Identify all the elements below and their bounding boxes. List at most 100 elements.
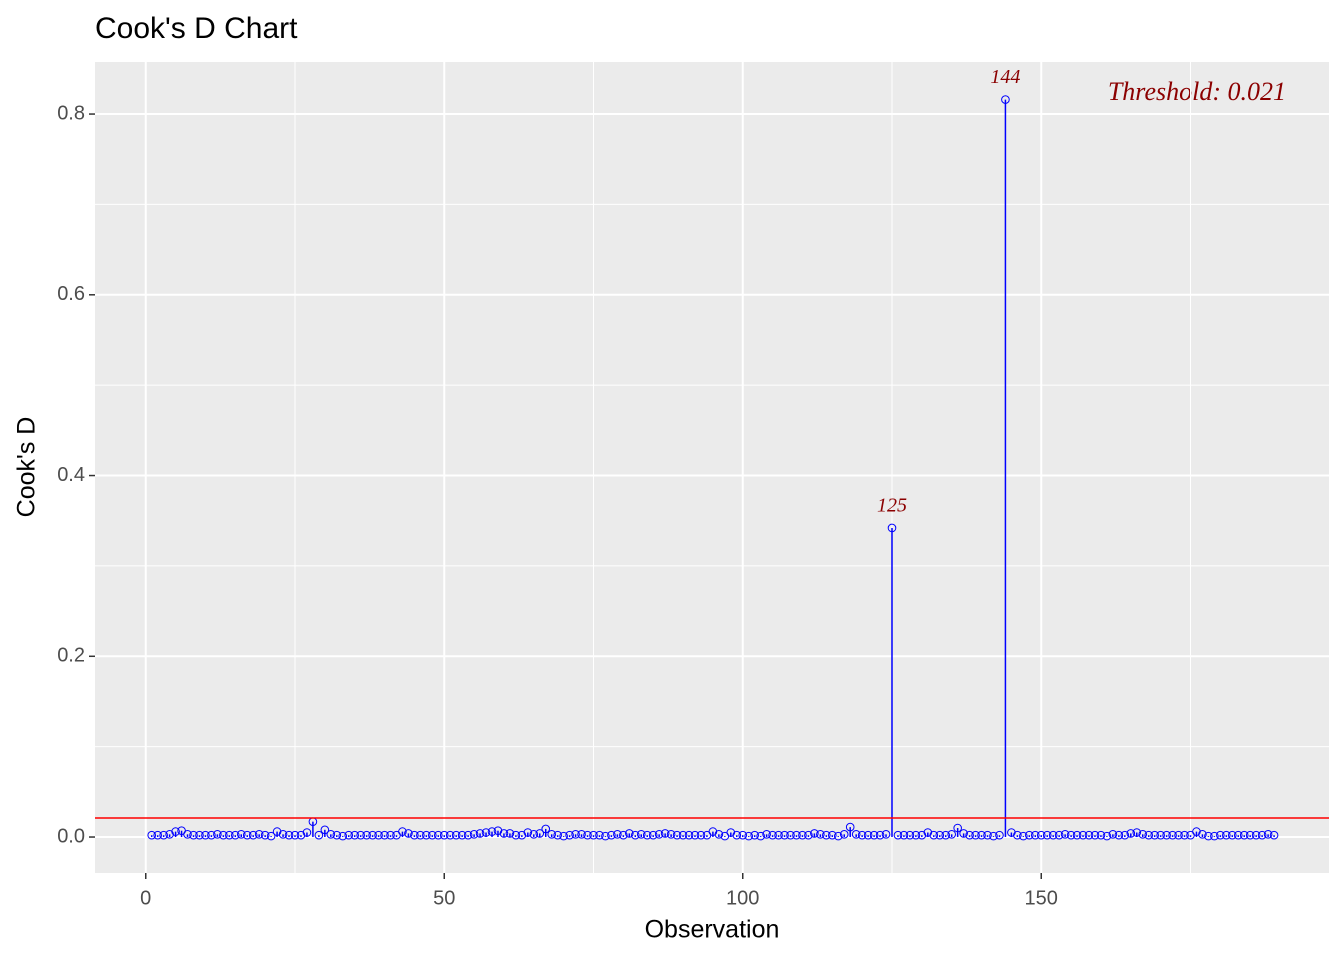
point — [1036, 830, 1046, 840]
point — [338, 831, 348, 841]
point — [899, 830, 909, 840]
point — [827, 830, 837, 840]
point — [541, 824, 551, 834]
y-tick-label: 0.4 — [57, 464, 85, 486]
point — [851, 830, 861, 839]
point — [248, 830, 258, 840]
point — [1251, 830, 1261, 840]
point — [505, 829, 515, 838]
point — [923, 828, 933, 837]
x-axis-title: Observation — [645, 916, 780, 944]
point — [1138, 830, 1148, 839]
point — [553, 830, 562, 840]
point — [1227, 830, 1237, 840]
point — [893, 830, 903, 840]
point — [320, 825, 330, 835]
point — [1120, 830, 1130, 840]
point — [726, 828, 736, 837]
y-tick-label: 0.2 — [57, 645, 85, 667]
point — [744, 831, 754, 841]
point — [953, 823, 962, 833]
point — [380, 830, 389, 840]
point — [822, 830, 831, 840]
point — [929, 830, 939, 840]
point — [792, 830, 801, 840]
point — [1269, 830, 1279, 840]
y-tick-label: 0.6 — [57, 283, 85, 305]
point — [774, 830, 783, 840]
point — [684, 830, 694, 840]
point — [439, 830, 449, 840]
point-label: 125 — [877, 495, 907, 517]
point — [804, 830, 813, 840]
point — [242, 830, 252, 840]
y-axis-title: Cook's D — [13, 417, 41, 518]
point — [183, 830, 192, 839]
point — [296, 830, 306, 840]
y-tick-label: 0.0 — [57, 825, 85, 847]
point — [636, 830, 646, 839]
point — [236, 830, 246, 839]
point — [422, 830, 431, 840]
point — [266, 831, 276, 841]
point — [1078, 830, 1088, 840]
point — [696, 830, 706, 840]
chart-title: Cook's D Chart — [95, 12, 298, 45]
point — [738, 830, 748, 840]
point — [780, 830, 789, 840]
point — [1216, 830, 1225, 840]
point — [1180, 830, 1189, 840]
point — [577, 830, 586, 839]
point — [1066, 830, 1076, 840]
point — [887, 523, 897, 533]
point — [1233, 830, 1243, 840]
point — [1048, 830, 1058, 840]
point — [529, 830, 539, 839]
point — [159, 830, 168, 840]
point — [201, 830, 210, 840]
point — [959, 829, 968, 838]
point — [499, 829, 509, 838]
point — [672, 830, 682, 840]
point — [254, 830, 264, 839]
point — [1222, 830, 1231, 840]
point — [284, 830, 294, 840]
point — [356, 830, 365, 840]
point — [195, 830, 204, 840]
point — [535, 829, 545, 838]
point — [433, 830, 443, 840]
point — [1019, 831, 1028, 841]
point — [941, 830, 951, 840]
point — [1245, 830, 1255, 840]
point — [278, 830, 288, 839]
point — [756, 831, 765, 841]
point — [523, 828, 533, 837]
point — [428, 830, 437, 840]
point — [386, 830, 395, 840]
point — [666, 830, 676, 839]
point — [1204, 831, 1213, 841]
point — [833, 831, 843, 841]
point — [1001, 95, 1010, 104]
point — [648, 830, 658, 840]
point — [559, 831, 568, 841]
point — [410, 830, 419, 840]
point — [642, 830, 652, 840]
point — [1084, 830, 1094, 840]
point — [1192, 827, 1201, 836]
point — [493, 826, 503, 836]
point — [768, 830, 777, 840]
point — [475, 829, 485, 838]
point — [219, 830, 228, 840]
point — [230, 830, 240, 840]
point — [469, 830, 479, 839]
point — [619, 830, 628, 840]
point — [1102, 831, 1112, 841]
point — [875, 830, 885, 840]
point — [147, 830, 157, 840]
point — [690, 830, 700, 840]
point — [1030, 830, 1040, 840]
point — [1156, 830, 1165, 840]
point — [1174, 830, 1183, 840]
